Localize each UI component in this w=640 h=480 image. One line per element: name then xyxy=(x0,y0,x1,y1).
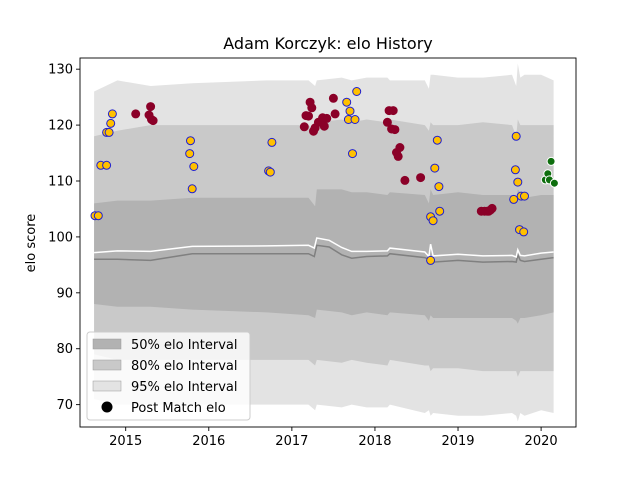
match-point-win xyxy=(146,102,156,112)
y-tick-label: 80 xyxy=(56,342,73,357)
match-point-loss xyxy=(511,131,521,141)
match-point-loss xyxy=(350,115,360,124)
legend-swatch-band95 xyxy=(92,380,122,392)
legend-box xyxy=(86,331,251,421)
match-point-loss xyxy=(267,137,277,147)
match-point-loss xyxy=(185,149,195,159)
match-point-loss xyxy=(434,182,444,192)
match-point-win xyxy=(322,113,332,123)
match-point-win xyxy=(328,93,338,103)
mean-elo-line xyxy=(94,237,554,259)
axes: 2015 2016 2017 2018 2019 2020 70 80 90 100 110 120 1… xyxy=(48,57,577,449)
match-point-win xyxy=(148,116,158,126)
match-point-loss xyxy=(186,136,195,146)
match-point-win xyxy=(416,173,426,183)
match-point-loss xyxy=(189,162,199,171)
match-point-loss xyxy=(342,97,352,107)
x-tick-label: 2016 xyxy=(192,434,225,449)
match-point-loss xyxy=(519,227,529,237)
match-point-loss xyxy=(426,255,436,265)
match-point-loss xyxy=(265,167,275,177)
match-point-loss xyxy=(348,149,357,159)
y-tick-label: 70 xyxy=(56,398,73,413)
match-point-loss xyxy=(513,177,523,187)
match-point-win xyxy=(131,109,141,119)
match-point-loss xyxy=(435,206,445,216)
match-point-loss xyxy=(428,216,438,226)
legend-swatch-band80 xyxy=(92,359,122,371)
match-point-win xyxy=(388,106,398,116)
match-point-loss xyxy=(102,160,112,170)
legend-marker-post-match-elo xyxy=(101,401,113,413)
match-point-win xyxy=(395,143,405,152)
match-point-win xyxy=(390,125,400,135)
match-point-win xyxy=(304,111,313,121)
y-tick-label: 110 xyxy=(48,175,73,190)
match-point-loss xyxy=(509,194,519,204)
match-point-loss xyxy=(107,109,117,119)
match-point-win xyxy=(382,117,392,127)
match-point-loss xyxy=(187,184,197,194)
match-point-loss xyxy=(345,106,355,116)
x-tick-label: 2020 xyxy=(525,434,558,449)
legend: 50% elo Interval 80% elo Interval 95% elo … xyxy=(86,331,251,421)
chart-title: Adam Korczyk: elo History xyxy=(223,34,433,53)
legend-label: 50% elo Interval xyxy=(131,338,238,353)
y-axis-title: elo score xyxy=(24,214,39,273)
x-tick-label: 2019 xyxy=(441,434,474,449)
match-point-win xyxy=(299,122,309,132)
legend-swatch-band50 xyxy=(92,338,122,350)
match-point-loss xyxy=(520,191,529,201)
band-50-interval xyxy=(94,189,554,324)
y-tick-label: 120 xyxy=(48,119,73,134)
match-point-win xyxy=(400,175,410,185)
match-point-loss xyxy=(510,165,520,175)
median-elo-line xyxy=(94,244,554,263)
x-tick-label: 2017 xyxy=(275,434,308,449)
y-tick-label: 130 xyxy=(48,63,73,78)
match-point-win xyxy=(319,121,329,131)
plot-frame xyxy=(79,57,577,428)
y-tick-label: 90 xyxy=(56,286,73,301)
match-point-loss xyxy=(104,127,114,137)
x-tick-label: 2018 xyxy=(358,434,391,449)
match-point-win xyxy=(330,109,340,119)
legend-label: 95% elo Interval xyxy=(131,380,238,395)
match-point-recent xyxy=(549,178,559,188)
x-tick-label: 2015 xyxy=(109,434,142,449)
match-point-recent xyxy=(546,156,556,166)
match-point-loss xyxy=(352,87,362,96)
legend-label: Post Match elo xyxy=(131,401,226,416)
match-point-win xyxy=(487,203,497,213)
match-point-loss xyxy=(106,118,116,128)
match-point-win xyxy=(307,103,317,113)
y-tick-label: 100 xyxy=(48,230,73,245)
match-point-loss xyxy=(430,163,440,173)
match-point-loss xyxy=(432,135,442,145)
match-point-loss xyxy=(93,211,103,221)
legend-label: 80% elo Interval xyxy=(131,359,238,374)
match-point-win xyxy=(393,151,403,161)
